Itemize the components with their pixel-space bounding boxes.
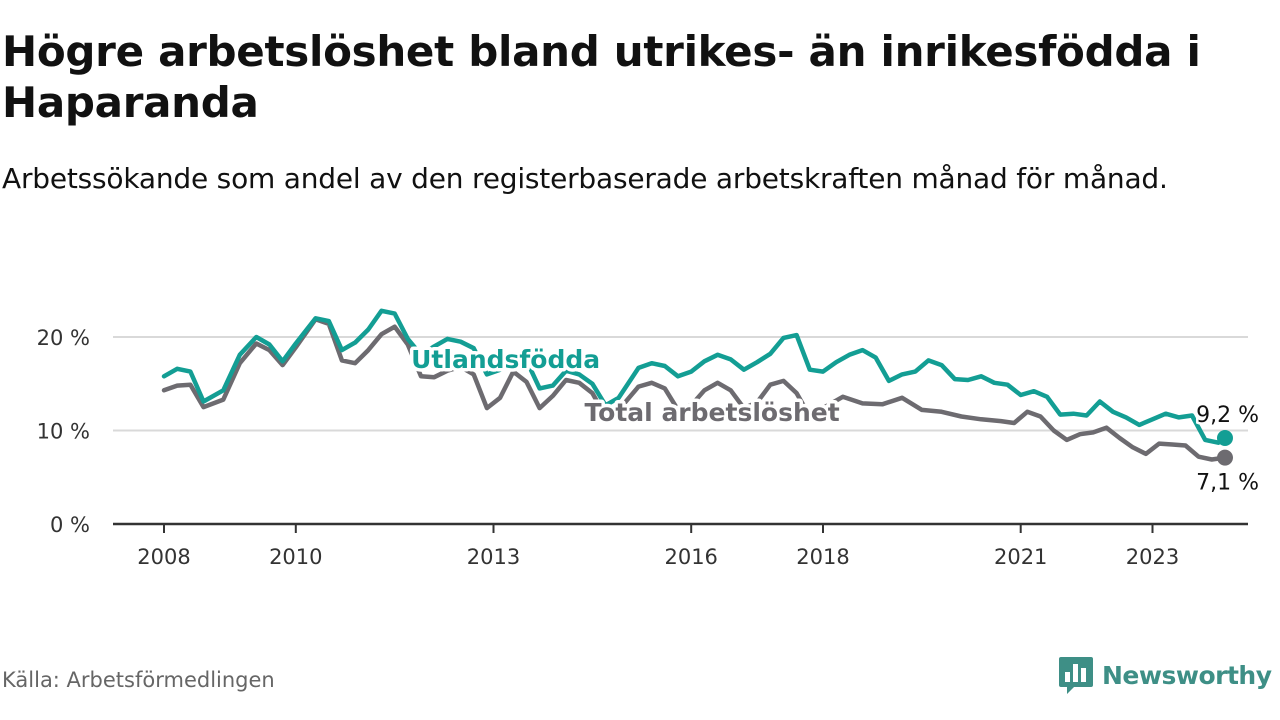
y-tick-label: 10 % <box>37 420 90 444</box>
source-note: Källa: Arbetsförmedlingen <box>2 668 275 692</box>
x-tick-label: 2008 <box>137 545 190 569</box>
x-tick-label: 2023 <box>1126 545 1179 569</box>
brand-logo: Newsworthy <box>1058 655 1272 695</box>
bar-chart-icon <box>1059 657 1093 694</box>
x-tick-label: 2016 <box>664 545 717 569</box>
chart-title: Högre arbetslöshet bland utrikes- än inr… <box>2 27 1201 127</box>
series-line-total-arbetsloshet <box>161 316 1228 462</box>
line-chart: 0 % 10 % 20 % 2008 2010 2013 2016 2018 2021 2023 T… <box>36 308 1259 569</box>
series-label-total-arbetsloshet: Total arbetslöshet <box>584 398 839 427</box>
series-line-utlandsfodda <box>161 308 1228 445</box>
y-tick-label: 0 % <box>50 513 90 537</box>
x-tick-label: 2013 <box>467 545 520 569</box>
series-label-utlandsfodda: Utlandsfödda <box>411 345 600 374</box>
x-tick-label: 2018 <box>796 545 849 569</box>
end-value-label-utlandsfodda: 9,2 % <box>1196 403 1259 428</box>
x-tick-label: 2010 <box>269 545 322 569</box>
end-value-label-total-arbetsloshet: 7,1 % <box>1196 471 1259 496</box>
x-tick-label: 2021 <box>994 545 1047 569</box>
brand-name: Newsworthy <box>1102 660 1272 690</box>
y-tick-label: 20 % <box>37 326 90 350</box>
chart-subtitle: Arbetssökande som andel av den registerb… <box>2 162 1168 195</box>
end-marker-total-arbetsloshet <box>1216 449 1233 466</box>
end-marker-utlandsfodda <box>1216 429 1233 446</box>
